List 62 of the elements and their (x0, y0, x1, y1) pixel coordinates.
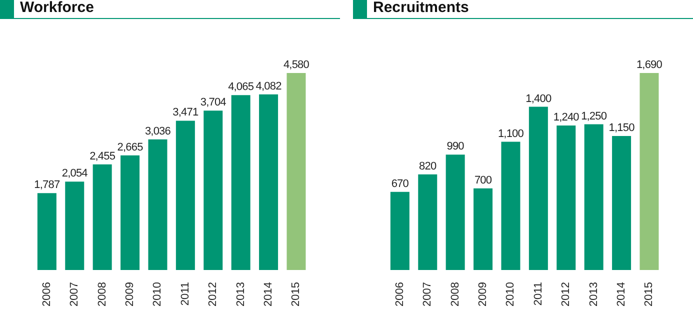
bar (474, 188, 493, 270)
data-label: 1,787 (34, 179, 60, 192)
x-tick-label: 2015 (643, 282, 656, 306)
bar (640, 73, 659, 270)
x-tick-label: 2006 (394, 282, 406, 306)
bar (120, 155, 140, 270)
bar (418, 174, 438, 270)
chart-title: Recruitments (373, 0, 469, 16)
data-label: 4,082 (256, 80, 282, 92)
bar (390, 192, 410, 270)
x-tick-label: 2006 (40, 282, 53, 306)
x-tick-label: 2008 (96, 282, 108, 306)
x-tick-label: 2007 (68, 282, 81, 306)
data-label: 4,580 (283, 59, 310, 71)
x-tick-label: 2012 (207, 282, 220, 306)
data-label: 3,704 (200, 96, 226, 109)
bar (204, 110, 223, 270)
x-tick-label: 2008 (449, 282, 462, 306)
bar (65, 182, 84, 270)
x-tick-label: 2009 (124, 282, 136, 306)
bar (176, 120, 195, 270)
x-tick-label: 2009 (476, 282, 489, 306)
data-label: 1,240 (553, 111, 580, 124)
x-tick-label: 2014 (615, 282, 628, 306)
x-tick-label: 2014 (262, 282, 274, 306)
x-tick-label: 2010 (152, 282, 164, 306)
x-tick-label: 2007 (422, 282, 434, 306)
x-tick-label: 2011 (532, 282, 544, 306)
data-label: 1,100 (498, 128, 524, 140)
bar (612, 136, 632, 270)
data-label: 2,054 (62, 168, 88, 180)
bar (92, 164, 112, 270)
x-tick-label: 2013 (234, 282, 247, 306)
bar (528, 106, 548, 270)
bar (501, 142, 520, 270)
x-tick-label: 2013 (588, 282, 600, 306)
bar (259, 94, 278, 270)
data-label: 2,455 (90, 150, 116, 162)
data-label: 700 (474, 174, 492, 186)
data-label: 3,036 (144, 125, 171, 138)
x-tick-label: 2010 (504, 282, 517, 306)
data-label: 2,665 (117, 141, 144, 154)
bar (37, 193, 56, 270)
chart-title: Workforce (20, 0, 94, 16)
data-label: 990 (446, 140, 464, 153)
bar (148, 139, 168, 270)
data-label: 3,471 (172, 106, 198, 119)
x-tick-label: 2015 (290, 282, 302, 306)
data-label: 4,065 (228, 81, 254, 94)
data-label: 1,150 (608, 122, 635, 134)
data-label: 820 (419, 160, 436, 172)
data-label: 1,690 (636, 59, 662, 71)
data-label: 1,400 (526, 92, 552, 105)
bar (556, 125, 576, 270)
bar (231, 95, 250, 270)
bar (286, 73, 306, 270)
bar (584, 124, 604, 270)
bar (446, 154, 465, 270)
data-label: 670 (391, 178, 409, 190)
x-tick-label: 2012 (560, 282, 572, 306)
x-tick-label: 2011 (179, 282, 192, 306)
data-label: 1,250 (581, 110, 607, 122)
